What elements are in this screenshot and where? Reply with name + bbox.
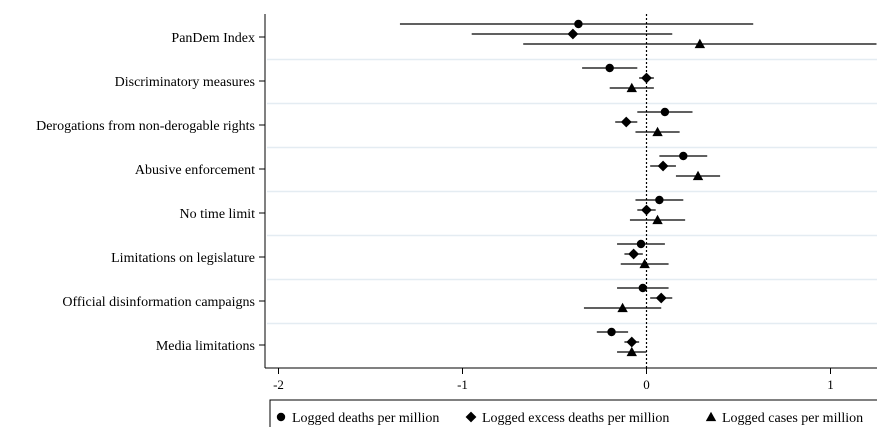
category-label: Abusive enforcement — [135, 163, 255, 178]
category-label: Limitations on legislature — [111, 251, 255, 266]
legend: Logged deaths per million Logged excess d… — [269, 399, 877, 427]
point-estimate-triangle — [692, 170, 704, 181]
category-label: Discriminatory measures — [115, 75, 255, 90]
point-estimate-triangle — [626, 82, 637, 93]
point-estimate-triangle — [652, 126, 663, 137]
point-estimate-circle — [607, 327, 616, 337]
point-estimate-circle — [638, 283, 648, 293]
legend-box — [269, 399, 877, 427]
gridlines — [267, 58, 877, 325]
legend-label: Logged excess deaths per million — [482, 411, 669, 426]
x-tick-label: 0 — [643, 377, 650, 392]
category-label: Official disinformation campaigns — [62, 295, 255, 310]
point-estimate-diamond — [657, 160, 669, 172]
point-estimate-triangle — [639, 258, 650, 269]
point-estimate-circle — [574, 19, 583, 29]
x-tick-label: -1 — [457, 377, 468, 392]
point-estimate-diamond — [641, 204, 652, 216]
point-estimate-diamond — [626, 336, 638, 348]
legend-marker-diamond — [465, 411, 477, 423]
point-estimate-diamond — [620, 116, 632, 128]
legend-marker-triangle — [705, 411, 717, 422]
category-label: No time limit — [180, 207, 256, 222]
legend-label: Logged deaths per million — [292, 411, 439, 426]
category-label: Derogations from non-derogable rights — [36, 119, 255, 134]
legend-label: Logged cases per million — [722, 411, 863, 426]
data-marks — [399, 19, 877, 357]
point-estimate-circle — [655, 195, 664, 205]
category-labels: PanDem Index Discriminatory measures Derog… — [36, 31, 255, 354]
point-estimate-diamond — [628, 248, 640, 260]
point-estimate-triangle — [617, 302, 628, 313]
category-label: PanDem Index — [171, 31, 255, 46]
x-tick-label: 1 — [827, 377, 834, 392]
point-estimate-diamond — [567, 28, 579, 40]
point-estimate-triangle — [694, 38, 706, 49]
point-estimate-diamond — [655, 292, 667, 304]
point-estimate-circle — [636, 239, 646, 249]
x-tick-label: -2 — [273, 377, 284, 392]
x-tick-labels: -2 -1 0 1 — [273, 377, 834, 392]
axes — [259, 14, 877, 374]
point-estimate-triangle — [652, 214, 663, 225]
point-estimate-circle — [660, 107, 670, 117]
legend-marker-circle — [276, 412, 286, 422]
point-estimate-circle — [679, 151, 688, 161]
point-estimate-diamond — [641, 72, 652, 84]
point-estimate-circle — [605, 63, 614, 73]
point-estimate-triangle — [626, 346, 637, 357]
category-label: Media limitations — [156, 339, 255, 354]
